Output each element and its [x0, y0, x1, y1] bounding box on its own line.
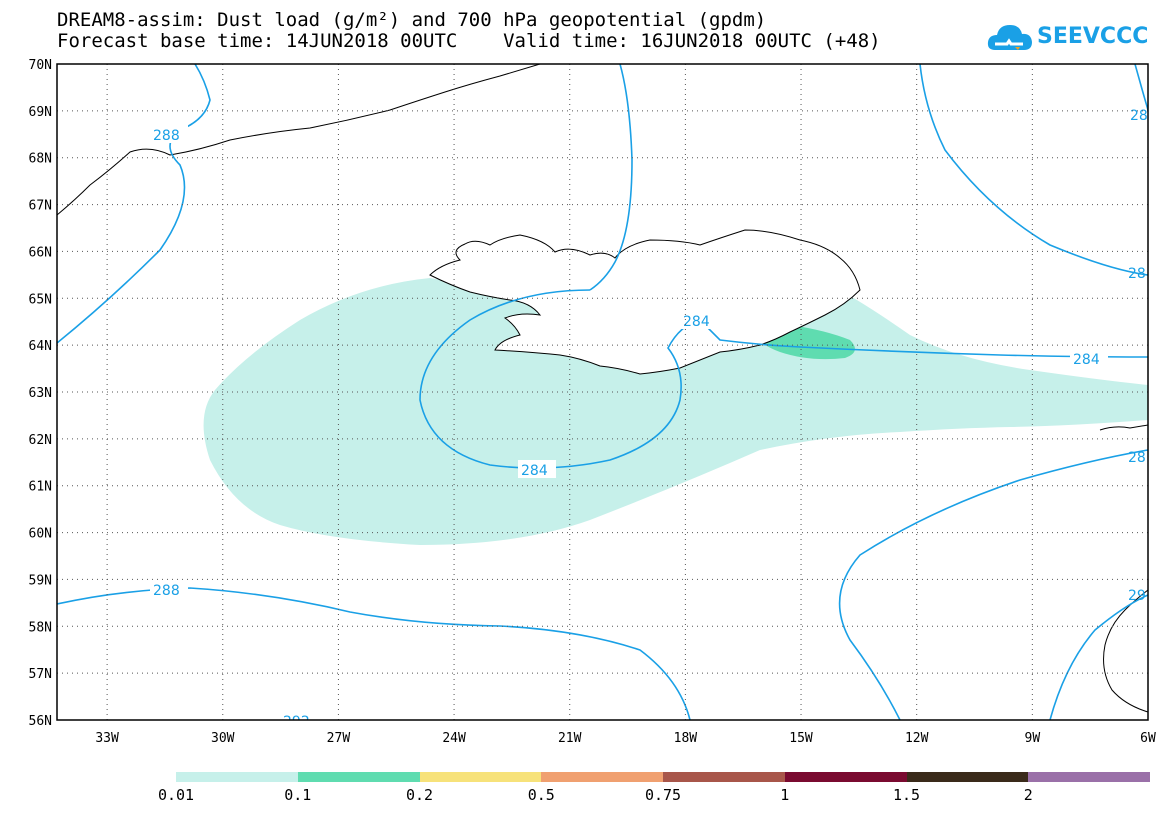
latitude-label: 56N: [29, 714, 52, 729]
contour-label-ne: 28: [1128, 266, 1146, 282]
map-frame: [56, 63, 1149, 721]
legend-swatch: [176, 772, 298, 782]
legend-swatch: [541, 772, 663, 782]
legend-label: 0.01: [157, 786, 195, 804]
legend-label: 1.5: [892, 786, 921, 804]
latitude-label: 63N: [29, 386, 52, 401]
contour-label-288-south: 288: [153, 583, 180, 599]
longitude-label: 9W: [1025, 731, 1041, 746]
legend-swatch: [419, 772, 542, 782]
longitude-label: 21W: [558, 731, 582, 746]
legend-swatch: [906, 772, 1029, 782]
legend-label: 1: [780, 786, 790, 804]
longitude-labels: 33W 30W 27W 24W 21W 18W 15W 12W 9W 6W: [95, 731, 1156, 746]
longitude-label: 24W: [442, 731, 466, 746]
latitude-label: 62N: [29, 433, 52, 448]
legend-swatch: [663, 772, 785, 782]
contour-north-vertical: [589, 64, 633, 291]
latitude-label: 61N: [29, 480, 52, 495]
legend-swatch: [1028, 772, 1150, 782]
latitude-label: 60N: [29, 527, 52, 542]
latitude-label: 59N: [29, 573, 52, 588]
legend-label: 0.1: [284, 786, 312, 804]
longitude-label: 27W: [327, 731, 351, 746]
longitude-label: 15W: [789, 731, 813, 746]
contour-label-284-north: 284: [683, 314, 710, 330]
iceland-coastline: [429, 229, 861, 375]
map-title: DREAM8-assim: Dust load (g/m²) and 700 h…: [57, 9, 767, 31]
latitude-label: 69N: [29, 105, 52, 120]
latitude-labels: 70N 69N 68N 67N 66N 65N 64N 63N 62N 61N 60N 59N 58N 5…: [29, 58, 52, 729]
dust-area-0.01: [203, 262, 1148, 545]
contour-label-bottom: 292: [283, 714, 310, 730]
legend-label: 0.2: [405, 786, 434, 804]
contour-284-center: [419, 289, 1148, 469]
longitude-label: 18W: [674, 731, 698, 746]
contour-se-2: [1049, 594, 1148, 720]
contour-label-se-2: 29: [1128, 588, 1146, 604]
legend-swatch: [784, 772, 907, 782]
forecast-time-line: Forecast base time: 14JUN2018 00UTC Vali…: [57, 30, 881, 52]
legend-swatch: [297, 772, 420, 782]
contour-label-284-south: 284: [521, 463, 548, 479]
contour-se: [838, 449, 1148, 720]
latitude-label: 66N: [29, 245, 52, 260]
longitude-label: 33W: [95, 731, 119, 746]
latitude-label: 58N: [29, 620, 52, 635]
seevccc-logo: SEEVCCC: [985, 20, 1148, 60]
latitude-label: 70N: [29, 58, 52, 73]
map-grid: [57, 64, 1148, 720]
scotland-coastline: [1103, 589, 1148, 713]
longitude-label: 6W: [1140, 731, 1156, 746]
longitude-label: 30W: [211, 731, 235, 746]
greenland-coastline: [57, 64, 541, 216]
contour-288-nw: [57, 64, 211, 344]
contour-ne: [919, 64, 1148, 276]
contour-label-ne-top: 284: [1130, 108, 1157, 124]
contour-label-284-east: 284: [1073, 352, 1100, 368]
latitude-label: 64N: [29, 339, 52, 354]
legend-label: 0.75: [644, 786, 682, 804]
norway-coastline: [1099, 424, 1148, 431]
contour-label-se: 28: [1128, 450, 1146, 466]
dust-legend-colorbar: [176, 772, 1150, 782]
logo-text: SEEVCCC: [1037, 24, 1149, 49]
latitude-label: 67N: [29, 199, 52, 214]
contour-ne-2: [1134, 64, 1148, 111]
contour-label-288-nw: 288: [153, 128, 180, 144]
cloud-icon: [987, 25, 1032, 50]
legend-label: 2: [1023, 786, 1033, 804]
contour-labels: 288 284 284 284 288 284 28 28 29 292: [150, 108, 1157, 730]
latitude-label: 68N: [29, 152, 52, 167]
contour-288-south: [57, 587, 691, 720]
legend-label: 0.5: [527, 786, 555, 804]
latitude-label: 57N: [29, 667, 52, 682]
longitude-label: 12W: [905, 731, 929, 746]
latitude-label: 65N: [29, 292, 52, 307]
